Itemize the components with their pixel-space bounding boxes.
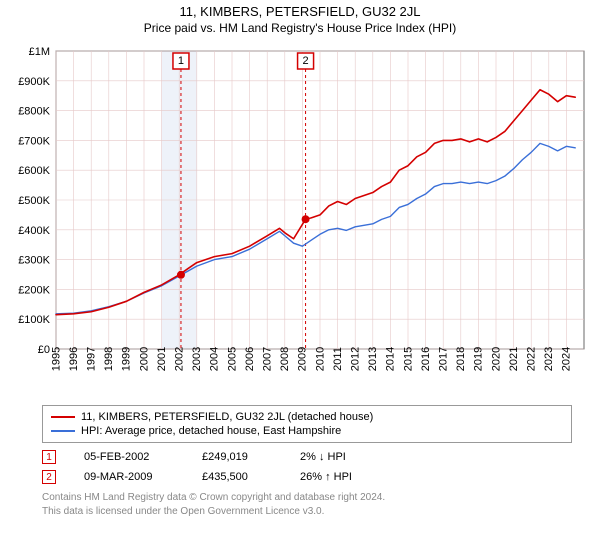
legend-label: 11, KIMBERS, PETERSFIELD, GU32 2JL (deta…	[81, 411, 373, 423]
chart-container: £0 £100K £200K £300K £400K £500K £600K £700K £80…	[0, 41, 600, 401]
svg-text:1996: 1996	[68, 347, 80, 371]
svg-text:2008: 2008	[279, 347, 291, 371]
svg-text:2014: 2014	[385, 347, 397, 371]
svg-text:£600K: £600K	[18, 165, 50, 177]
legend-item: HPI: Average price, detached house, East…	[51, 424, 563, 438]
svg-text:£100K: £100K	[18, 314, 50, 326]
svg-text:2004: 2004	[209, 347, 221, 371]
svg-text:2024: 2024	[561, 347, 573, 371]
svg-text:2023: 2023	[543, 347, 555, 371]
sales-price: £435,500	[202, 471, 272, 483]
svg-text:1: 1	[178, 55, 184, 67]
sales-marker: 1	[42, 450, 56, 464]
svg-text:£400K: £400K	[18, 225, 50, 237]
footer-line2: This data is licensed under the Open Gov…	[42, 505, 572, 519]
svg-text:2003: 2003	[191, 347, 203, 371]
svg-text:2007: 2007	[262, 347, 274, 371]
legend-swatch	[51, 430, 75, 432]
legend-item: 11, KIMBERS, PETERSFIELD, GU32 2JL (deta…	[51, 410, 563, 424]
legend-swatch	[51, 416, 75, 418]
svg-text:2020: 2020	[490, 347, 502, 371]
svg-text:2016: 2016	[420, 347, 432, 371]
sales-row: 1 05-FEB-2002 £249,019 2% ↓ HPI	[42, 447, 572, 467]
svg-text:2000: 2000	[138, 347, 150, 371]
legend: 11, KIMBERS, PETERSFIELD, GU32 2JL (deta…	[42, 405, 572, 443]
svg-text:2005: 2005	[226, 347, 238, 371]
svg-text:2010: 2010	[314, 347, 326, 371]
sales-table: 1 05-FEB-2002 £249,019 2% ↓ HPI 2 09-MAR-2009…	[42, 447, 572, 487]
svg-text:2018: 2018	[455, 347, 467, 371]
svg-text:£500K: £500K	[18, 195, 50, 207]
svg-text:2017: 2017	[438, 347, 450, 371]
sales-date: 09-MAR-2009	[84, 471, 174, 483]
svg-text:£700K: £700K	[18, 135, 50, 147]
svg-text:2002: 2002	[173, 347, 185, 371]
svg-text:2012: 2012	[350, 347, 362, 371]
svg-text:2013: 2013	[367, 347, 379, 371]
svg-text:1997: 1997	[85, 347, 97, 371]
svg-text:2021: 2021	[508, 347, 520, 371]
footer-attribution: Contains HM Land Registry data © Crown c…	[42, 491, 572, 518]
footer-line1: Contains HM Land Registry data © Crown c…	[42, 491, 572, 505]
sales-marker: 2	[42, 470, 56, 484]
svg-text:£200K: £200K	[18, 284, 50, 296]
svg-text:2022: 2022	[526, 347, 538, 371]
sales-price: £249,019	[202, 451, 272, 463]
svg-text:1998: 1998	[103, 347, 115, 371]
page-title: 11, KIMBERS, PETERSFIELD, GU32 2JL	[0, 0, 600, 19]
svg-text:£300K: £300K	[18, 255, 50, 267]
svg-text:£1M: £1M	[29, 46, 50, 58]
svg-text:£800K: £800K	[18, 106, 50, 118]
sales-diff: 26% ↑ HPI	[300, 471, 410, 483]
svg-text:2001: 2001	[156, 347, 168, 371]
svg-text:£900K: £900K	[18, 76, 50, 88]
svg-text:2011: 2011	[332, 347, 344, 371]
svg-text:2015: 2015	[402, 347, 414, 371]
legend-label: HPI: Average price, detached house, East…	[81, 425, 341, 437]
page-subtitle: Price paid vs. HM Land Registry's House …	[0, 19, 600, 41]
svg-text:1995: 1995	[50, 347, 62, 371]
svg-text:2009: 2009	[297, 347, 309, 371]
sales-row: 2 09-MAR-2009 £435,500 26% ↑ HPI	[42, 467, 572, 487]
sales-date: 05-FEB-2002	[84, 451, 174, 463]
price-chart: £0 £100K £200K £300K £400K £500K £600K £700K £80…	[0, 41, 600, 401]
svg-text:1999: 1999	[121, 347, 133, 371]
svg-text:2019: 2019	[473, 347, 485, 371]
svg-text:2006: 2006	[244, 347, 256, 371]
svg-text:2: 2	[303, 55, 309, 67]
svg-text:£0: £0	[38, 344, 50, 356]
sales-diff: 2% ↓ HPI	[300, 451, 410, 463]
